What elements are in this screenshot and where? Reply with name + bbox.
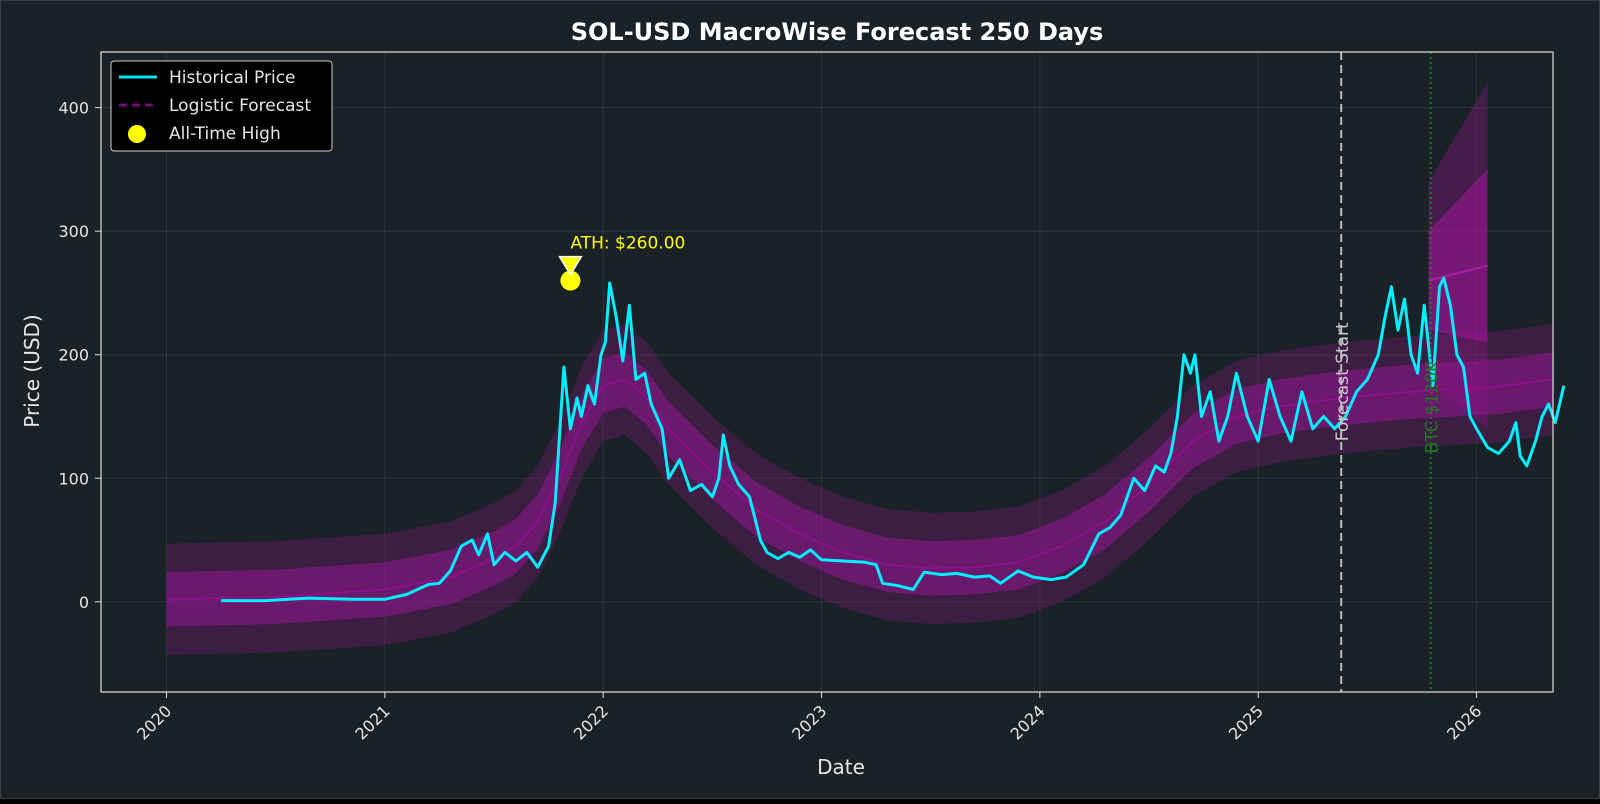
ath-marker [560, 270, 581, 291]
y-axis-label: Price (USD) [20, 314, 44, 428]
legend-label-forecast: Logistic Forecast [169, 96, 311, 116]
ath-arrow [558, 255, 583, 277]
historical-price-line [221, 276, 1566, 603]
forecast-start-label: Forecast Start [1333, 322, 1353, 441]
legend-label-historical: Historical Price [169, 68, 296, 88]
x-tick-label: 2022 [570, 701, 612, 743]
logistic-forecast-line [166, 378, 1554, 601]
x-tick-label: 2024 [1006, 701, 1048, 743]
x-tick-label: 2026 [1443, 701, 1485, 743]
x-tick-label: 2025 [1225, 701, 1267, 743]
chart-title: SOL-USD MacroWise Forecast 250 Days [571, 18, 1104, 46]
legend-swatch-ath [128, 125, 146, 143]
y-tick-label: 200 [58, 346, 89, 365]
legend-label-ath: All-Time High [169, 124, 281, 144]
y-tick-label: 300 [58, 222, 89, 241]
series [166, 276, 1566, 603]
plot-area-border [100, 51, 1554, 693]
legend-box [110, 60, 333, 152]
x-tick-label: 2020 [133, 701, 175, 743]
extended-inner-band [1428, 169, 1488, 343]
y-tick-label: 0 [79, 593, 89, 612]
y-tick-label: 100 [58, 469, 89, 488]
extended-forecast-line [1428, 264, 1488, 282]
annotations: Forecast Start BTC $120K ATH: $260.00 [558, 52, 1443, 692]
x-tick-label: 2023 [788, 701, 830, 743]
grid [101, 52, 1553, 692]
x-tick-label: 2021 [351, 701, 393, 743]
x-axis-label: Date [817, 755, 865, 779]
extended-outer-band [1428, 82, 1488, 429]
btc-reference-label: BTC $120K [1423, 360, 1443, 454]
legend: Historical Price Logistic Forecast All-T… [110, 60, 333, 152]
y-tick-label: 400 [58, 99, 89, 118]
ath-label: ATH: $260.00 [570, 234, 685, 254]
